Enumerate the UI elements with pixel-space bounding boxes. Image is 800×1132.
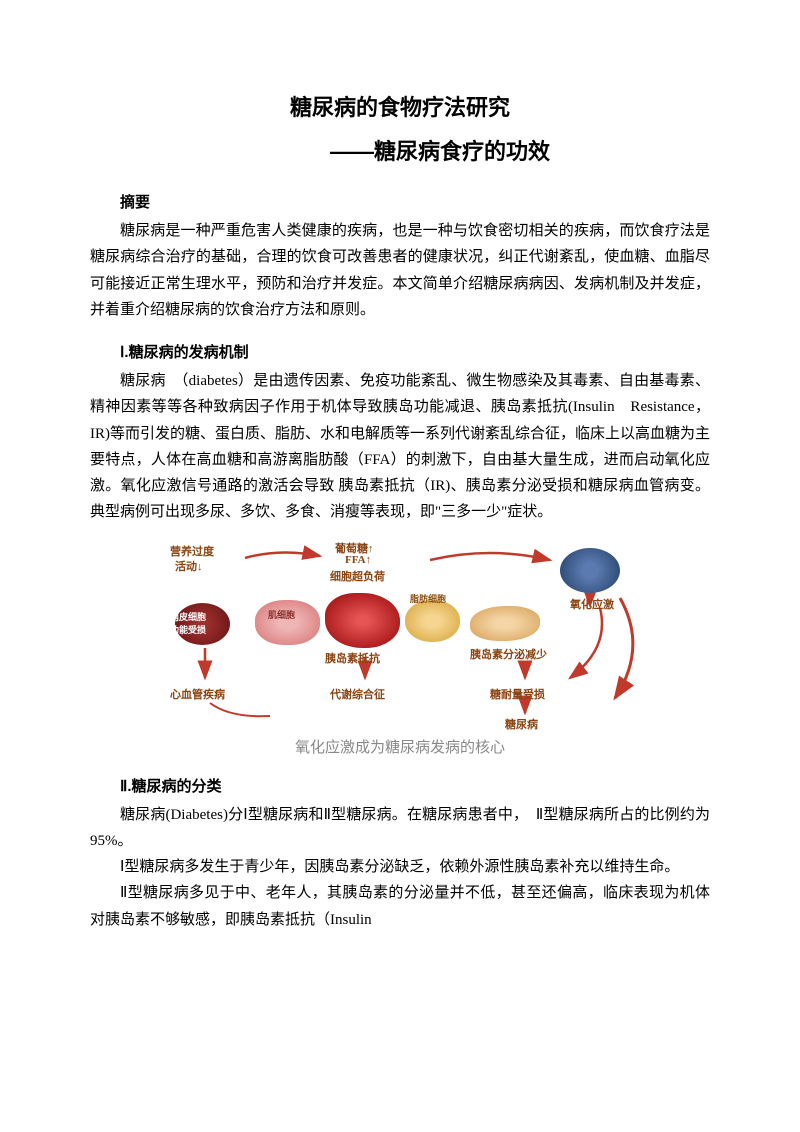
diagram-label-activity: 活动↓ <box>175 558 203 574</box>
section2-p2: Ⅰ型糖尿病多发生于青少年，因胰岛素分泌缺乏，依赖外源性胰岛素补充以维持生命。 <box>90 854 710 880</box>
diagram-label-diabetes: 糖尿病 <box>505 716 538 732</box>
diagram-label-muscle: 肌细胞 <box>268 608 295 621</box>
diagram-label-endothelial2: 功能受损 <box>170 623 206 636</box>
abstract-text: 糖尿病是一种严重危害人类健康的疾病，也是一种与饮食密切相关的疾病，而饮食疗法是糖… <box>90 218 710 323</box>
abstract-heading: 摘要 <box>90 191 710 212</box>
oxidative-stress-blob <box>560 548 620 593</box>
pancreas-blob <box>470 606 540 641</box>
diagram-label-secretion: 胰岛素分泌减少 <box>470 646 547 662</box>
diagram-container: 营养过度 活动↓ 葡萄糖↑ FFA↑ 细胞超负荷 氧化应激 内皮细胞 功能受损 … <box>90 538 710 728</box>
muscle-cell-blob <box>255 600 320 645</box>
diagram-label-endothelial1: 内皮细胞 <box>170 610 206 623</box>
fat-cell-blob <box>405 600 460 642</box>
diagram-label-fat: 脂肪细胞 <box>410 592 446 605</box>
sub-title: ——糖尿病食疗的功效 <box>90 134 710 166</box>
main-title: 糖尿病的食物疗法研究 <box>90 90 710 122</box>
diagram-label-metabolic: 代谢综合征 <box>330 686 385 702</box>
section2-heading: Ⅱ.糖尿病的分类 <box>90 775 710 796</box>
diagram-caption: 氧化应激成为糖尿病发病的核心 <box>90 736 710 757</box>
diagram-label-cardio: 心血管疾病 <box>170 686 225 702</box>
section1-heading: Ⅰ.糖尿病的发病机制 <box>90 341 710 362</box>
insulin-resist-blob <box>325 593 400 648</box>
diagram-label-tolerance: 糖耐量受损 <box>490 686 545 702</box>
diagram-label-insulin-resist: 胰岛素抵抗 <box>325 650 380 666</box>
pathology-diagram: 营养过度 活动↓ 葡萄糖↑ FFA↑ 细胞超负荷 氧化应激 内皮细胞 功能受损 … <box>150 538 650 728</box>
diagram-label-oxidative: 氧化应激 <box>570 596 614 612</box>
diagram-label-overload: 细胞超负荷 <box>330 568 385 584</box>
diagram-label-nutrition: 营养过度 <box>170 543 214 559</box>
section2-p1: 糖尿病(Diabetes)分Ⅰ型糖尿病和Ⅱ型糖尿病。在糖尿病患者中， Ⅱ型糖尿病… <box>90 802 710 855</box>
diagram-label-ffa: FFA↑ <box>345 554 371 566</box>
section2-p3: Ⅱ型糖尿病多见于中、老年人，其胰岛素的分泌量并不低，甚至还偏高，临床表现为机体对… <box>90 880 710 933</box>
section1-text: 糖尿病 （diabetes）是由遗传因素、免疫功能紊乱、微生物感染及其毒素、自由… <box>90 368 710 526</box>
